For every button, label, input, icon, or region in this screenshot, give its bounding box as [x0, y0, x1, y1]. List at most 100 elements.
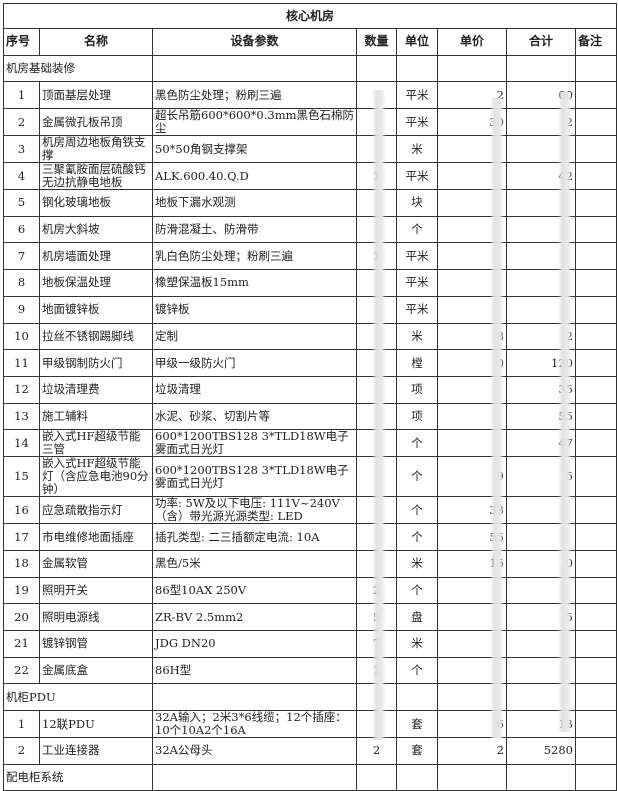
table-row: 21 镀锌钢管 JDG DN20 7 米: [3, 630, 618, 658]
item-unit-price: [437, 269, 507, 297]
item-total: 2: [506, 108, 576, 137]
empty-cell: [356, 683, 397, 712]
row-number: 22: [3, 656, 40, 685]
item-quantity: [356, 496, 397, 525]
item-quantity: [356, 349, 397, 377]
item-unit-price: [437, 295, 507, 324]
item-quantity: [356, 189, 397, 217]
item-name: 照明开关: [39, 576, 153, 605]
item-name: 机房墙面处理: [39, 242, 153, 271]
item-unit-price: [437, 630, 507, 658]
item-unit: 樘: [396, 349, 438, 377]
item-note: [574, 737, 618, 765]
item-total: [506, 269, 576, 297]
item-total: 120: [506, 349, 576, 377]
table-row: 7 机房墙面处理 乳白色防尘处理；粉刷三遍 1 平米: [3, 242, 618, 271]
item-unit: 个: [396, 523, 438, 551]
empty-cell: [574, 683, 618, 712]
item-total: 5: [506, 456, 576, 498]
item-spec: 超长吊筋600*600*0.3mm黑色石棉防尘: [152, 108, 357, 137]
table-row: 8 地板保温处理 橡塑保温板15mm 平米: [3, 269, 618, 297]
item-spec: 黑色防尘处理；粉刷三遍: [152, 81, 357, 110]
header-spec: 设备参数: [152, 28, 357, 56]
item-total: 2: [506, 322, 576, 351]
item-spec: 32A输入；2米3*6线缆；12个插座：10个10A2个16A: [152, 710, 357, 739]
item-spec: 橡塑保温板15mm: [152, 269, 357, 297]
item-unit: 个: [396, 215, 438, 244]
item-spec: 86H型: [152, 656, 357, 685]
item-note: [574, 81, 618, 110]
table-row: 10 拉丝不锈钢踢脚线 定制 米 8 2: [3, 322, 618, 351]
item-total: 13: [506, 710, 576, 739]
item-name: 顶面基层处理: [39, 81, 153, 110]
row-number: 11: [3, 349, 40, 377]
empty-cell: [437, 683, 507, 712]
item-name: 机房周边地板角铁支撑: [39, 135, 153, 164]
item-note: [574, 295, 618, 324]
item-spec: 50*50角钢支撑架: [152, 135, 357, 164]
item-quantity: [356, 429, 397, 458]
item-quantity: [356, 549, 397, 578]
item-spec: 插孔类型: 二三插额定电流: 10A: [152, 523, 357, 551]
item-spec: 甲级一级防火门: [152, 349, 357, 377]
item-unit: 套: [396, 737, 438, 765]
item-spec: 地板下漏水观测: [152, 189, 357, 217]
row-number: 18: [3, 549, 40, 578]
row-number: 6: [3, 215, 40, 244]
item-spec: 32A公母头: [152, 737, 357, 765]
row-number: 16: [3, 496, 40, 525]
item-unit: 个: [396, 656, 438, 685]
row-number: 3: [3, 135, 40, 164]
item-spec: 乳白色防尘处理；粉刷三遍: [152, 242, 357, 271]
header-name: 名称: [39, 28, 153, 56]
item-unit-price: [437, 135, 507, 164]
item-total: [506, 656, 576, 685]
item-unit-price: [437, 162, 507, 191]
item-quantity: 7: [356, 630, 397, 658]
row-number: 8: [3, 269, 40, 297]
table-row: 5 钢化玻璃地板 地板下漏水观测 块: [3, 189, 618, 217]
item-unit-price: [437, 215, 507, 244]
item-total: [506, 496, 576, 525]
item-unit: 个: [396, 496, 438, 525]
item-unit: 平米: [396, 269, 438, 297]
empty-cell: [152, 683, 357, 712]
item-quantity: [356, 81, 397, 110]
item-name: 工业连接器: [39, 737, 153, 765]
item-unit-price: [437, 576, 507, 605]
row-number: 14: [3, 429, 40, 458]
item-name: 施工辅料: [39, 402, 153, 431]
item-unit: 个: [396, 456, 438, 498]
item-name: 嵌入式HF超级节能 三管: [39, 429, 153, 458]
empty-cell: [506, 763, 576, 791]
item-note: [574, 162, 618, 191]
header-no: 序号: [3, 28, 40, 56]
table-row: 19 照明开关 86型10AX 250V 2 个: [3, 576, 618, 605]
item-name: 地面镀锌板: [39, 295, 153, 324]
item-note: [574, 349, 618, 377]
section-row: 机柜PDU: [3, 683, 618, 712]
item-unit-price: 0: [437, 349, 507, 377]
row-number: 2: [3, 737, 40, 765]
item-name: 金属底盒: [39, 656, 153, 685]
item-note: [574, 135, 618, 164]
item-note: [574, 710, 618, 739]
item-total: [506, 630, 576, 658]
item-name: 钢化玻璃地板: [39, 189, 153, 217]
item-spec: 防滑混凝土、防滑带: [152, 215, 357, 244]
item-spec: 黑色/5米: [152, 549, 357, 578]
row-number: 1: [3, 710, 40, 739]
empty-cell: [506, 683, 576, 712]
empty-cell: [437, 763, 507, 791]
table-row: 14 嵌入式HF超级节能 三管 600*1200TBS128 3*TLD18W电子雾…: [3, 429, 618, 458]
table-title: 核心机房: [2, 3, 618, 29]
table-row: 1 顶面基层处理 黑色防尘处理；粉刷三遍 平米 2 00: [3, 81, 618, 110]
item-spec: JDG DN20: [152, 630, 357, 658]
item-unit-price: [437, 402, 507, 431]
row-number: 10: [3, 322, 40, 351]
core-machine-room-table: 核心机房 序号 名称 设备参数 数量 单位 单价 合计 备注 机房基础装修 1 顶面…: [2, 3, 618, 791]
item-spec: 镀锌板: [152, 295, 357, 324]
section-row: 机房基础装修: [3, 54, 618, 83]
item-unit: 个: [396, 576, 438, 605]
item-total: 00: [506, 81, 576, 110]
